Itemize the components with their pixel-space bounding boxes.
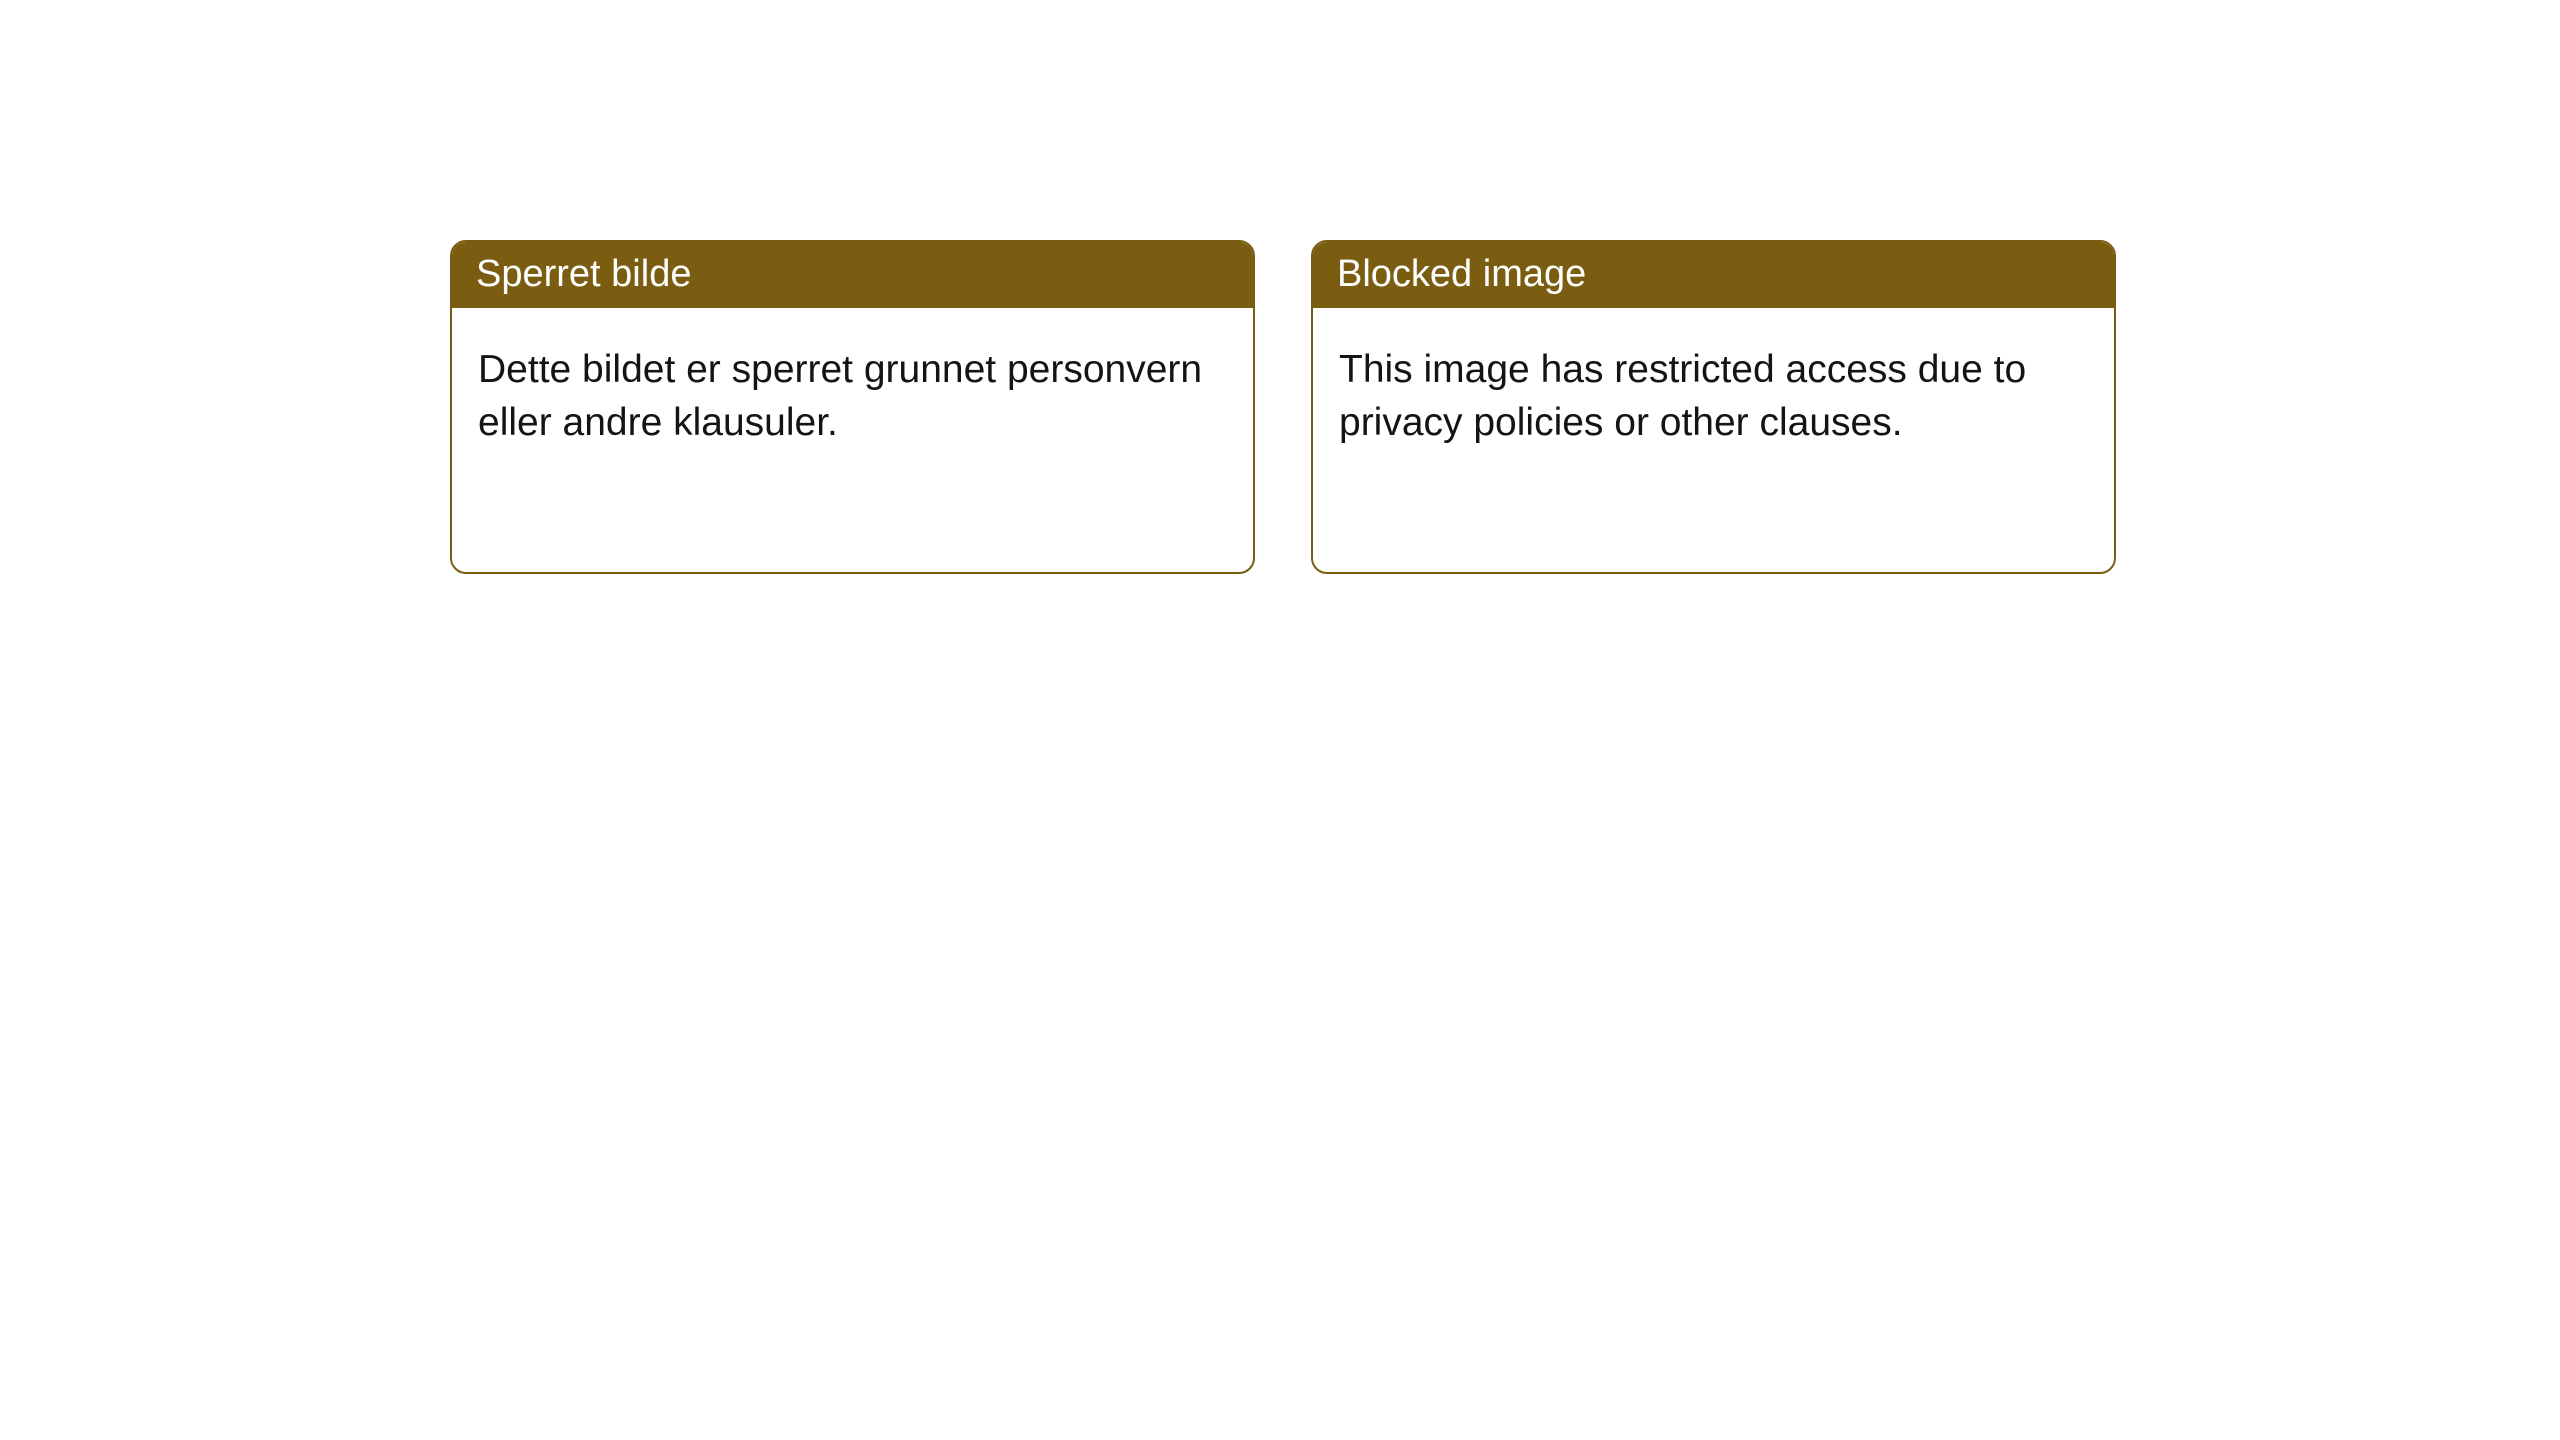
card-body: This image has restricted access due to … [1313,308,2114,485]
card-body-text: Dette bildet er sperret grunnet personve… [478,348,1202,444]
card-header: Blocked image [1313,242,2114,308]
card-title: Sperret bilde [476,253,691,295]
card-header: Sperret bilde [452,242,1253,308]
blocked-image-card-no: Sperret bilde Dette bildet er sperret gr… [450,240,1255,574]
blocked-image-card-en: Blocked image This image has restricted … [1311,240,2116,574]
card-body-text: This image has restricted access due to … [1339,348,2026,444]
cards-container: Sperret bilde Dette bildet er sperret gr… [0,0,2560,574]
card-body: Dette bildet er sperret grunnet personve… [452,308,1253,485]
card-title: Blocked image [1337,253,1586,295]
